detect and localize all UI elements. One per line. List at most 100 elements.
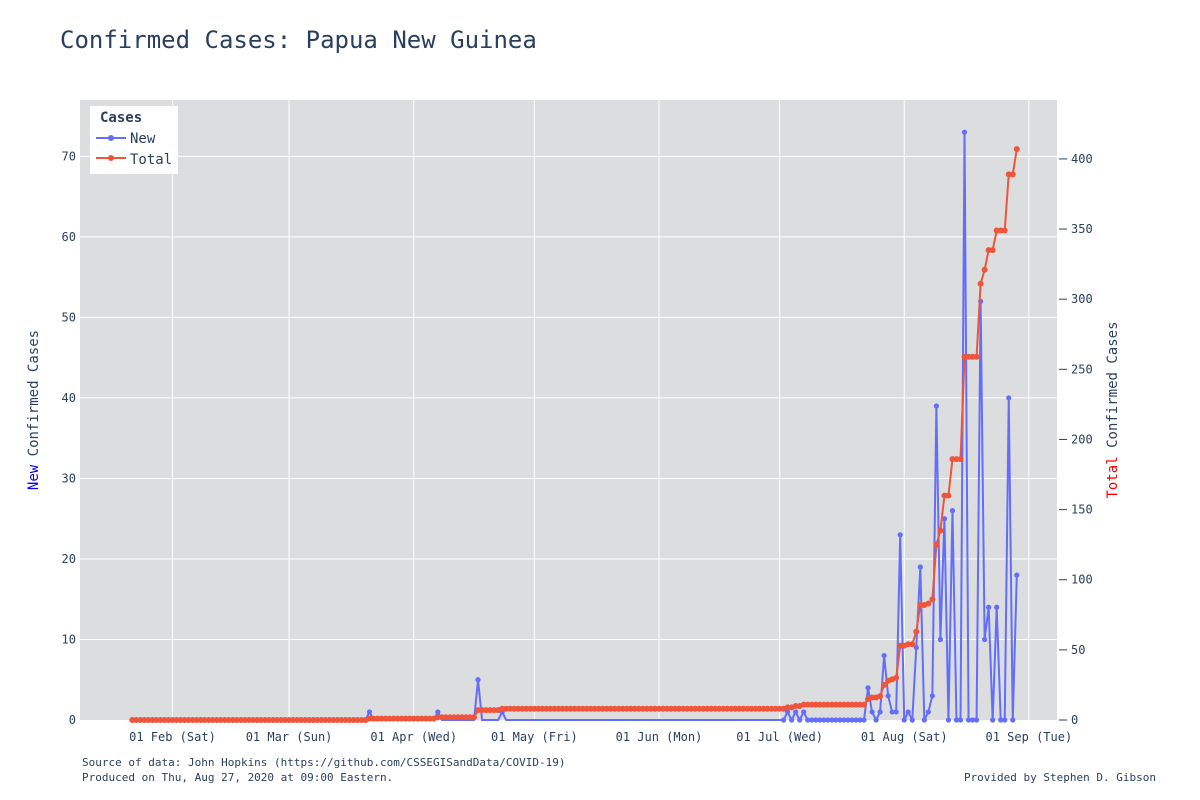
total-point <box>893 674 900 681</box>
x-axis-ticks: 01 Feb (Sat) 01 Mar (Sun) 01 Apr (Wed) 01 M… <box>129 730 1072 744</box>
new-point <box>1006 395 1012 401</box>
new-point <box>965 717 972 723</box>
new-point <box>785 709 791 715</box>
new-point <box>982 636 988 643</box>
legend-total-marker <box>108 155 114 161</box>
x-tick-label: 01 Mar (Sun) <box>246 730 333 744</box>
grid-lines <box>80 100 1057 720</box>
new-point <box>969 717 976 723</box>
x-tick-label: 01 May (Fri) <box>491 730 578 744</box>
y-right-tick-label: 200 <box>1071 432 1093 446</box>
new-point <box>845 717 851 723</box>
new-point <box>909 717 915 723</box>
footer-credit: Provided by Stephen D. Gibson <box>963 771 1156 784</box>
new-point <box>1014 572 1020 578</box>
new-point <box>961 129 968 135</box>
new-point <box>781 717 787 723</box>
total-point <box>861 701 868 708</box>
new-point <box>817 717 823 723</box>
new-point <box>881 652 887 659</box>
total-point <box>933 541 940 548</box>
new-point <box>973 717 980 723</box>
total-point <box>913 628 920 635</box>
new-point <box>797 717 803 723</box>
new-point <box>953 717 960 723</box>
new-point <box>921 717 927 723</box>
new-point <box>986 604 992 610</box>
new-point <box>813 717 819 723</box>
new-point <box>805 717 811 723</box>
new-point <box>821 717 827 723</box>
new-point <box>917 564 923 570</box>
legend-item-new[interactable]: New <box>96 131 156 147</box>
new-point <box>853 717 859 723</box>
new-point <box>933 403 939 409</box>
new-point <box>901 717 907 723</box>
legend[interactable]: Cases New Total <box>90 106 178 174</box>
y-right-tick-label: 150 <box>1071 503 1093 517</box>
y-left-tick-label: 70 <box>62 149 76 163</box>
total-point <box>957 456 964 463</box>
new-point <box>941 516 948 522</box>
new-point <box>435 709 441 715</box>
new-point <box>837 717 843 723</box>
legend-title: Cases <box>100 110 142 126</box>
new-point <box>793 709 799 715</box>
new-point <box>925 709 931 715</box>
new-point <box>1010 717 1016 723</box>
new-point <box>861 717 867 723</box>
y-right-tick-label: 100 <box>1071 573 1093 587</box>
new-point <box>809 717 815 723</box>
x-tick-label: 01 Apr (Wed) <box>370 730 457 744</box>
total-point <box>977 280 984 287</box>
y-right-title-colored: Total <box>1105 456 1121 498</box>
total-point <box>973 353 980 360</box>
y-left-axis-title: New Confirmed Cases <box>26 330 42 490</box>
new-point <box>825 717 831 723</box>
y-left-tick-label: 20 <box>62 552 76 566</box>
total-point <box>925 600 932 607</box>
new-point <box>937 636 944 643</box>
total-point <box>937 527 944 534</box>
new-point <box>829 717 835 723</box>
total-point <box>877 693 884 700</box>
total-point <box>989 247 996 254</box>
legend-item-total[interactable]: Total <box>96 152 172 168</box>
y-right-tick-label: 300 <box>1071 292 1093 306</box>
new-point <box>789 717 795 723</box>
new-point <box>929 693 935 699</box>
new-point <box>841 717 847 723</box>
legend-new-marker <box>108 135 114 141</box>
y-left-title-colored: New <box>26 464 42 490</box>
new-point <box>873 717 879 723</box>
y-left-title-rest: Confirmed Cases <box>26 330 42 465</box>
y-right-tick-label: 350 <box>1071 222 1093 236</box>
footer-produced: Produced on Thu, Aug 27, 2020 at 09:00 E… <box>82 771 394 784</box>
total-point <box>1001 227 1008 234</box>
y-left-tick-label: 0 <box>69 713 76 727</box>
y-right-axis-ticks: 0 50 100 150 200 250 300 350 400 <box>1059 152 1093 727</box>
new-point <box>849 717 855 723</box>
new-point <box>998 717 1004 723</box>
new-point <box>905 709 911 715</box>
total-point <box>945 492 952 499</box>
new-point <box>990 717 996 723</box>
total-point <box>881 681 888 688</box>
x-tick-label: 01 Aug (Sat) <box>861 730 948 744</box>
y-left-tick-label: 30 <box>62 471 76 485</box>
series-total <box>129 146 1020 723</box>
y-right-axis-title: Total Confirmed Cases <box>1105 321 1121 498</box>
y-right-tick-label: 0 <box>1071 713 1078 727</box>
y-right-tick-label: 50 <box>1071 643 1085 657</box>
new-point <box>957 717 964 723</box>
legend-total-label: Total <box>130 152 172 168</box>
new-point <box>945 717 952 723</box>
y-left-tick-label: 40 <box>62 391 76 405</box>
new-point <box>869 709 875 715</box>
new-point <box>1002 717 1008 723</box>
new-point <box>885 693 891 699</box>
x-tick-label: 01 Feb (Sat) <box>129 730 216 744</box>
new-point <box>366 709 373 715</box>
y-left-axis-ticks: 0 10 20 30 40 50 60 70 <box>62 149 76 727</box>
